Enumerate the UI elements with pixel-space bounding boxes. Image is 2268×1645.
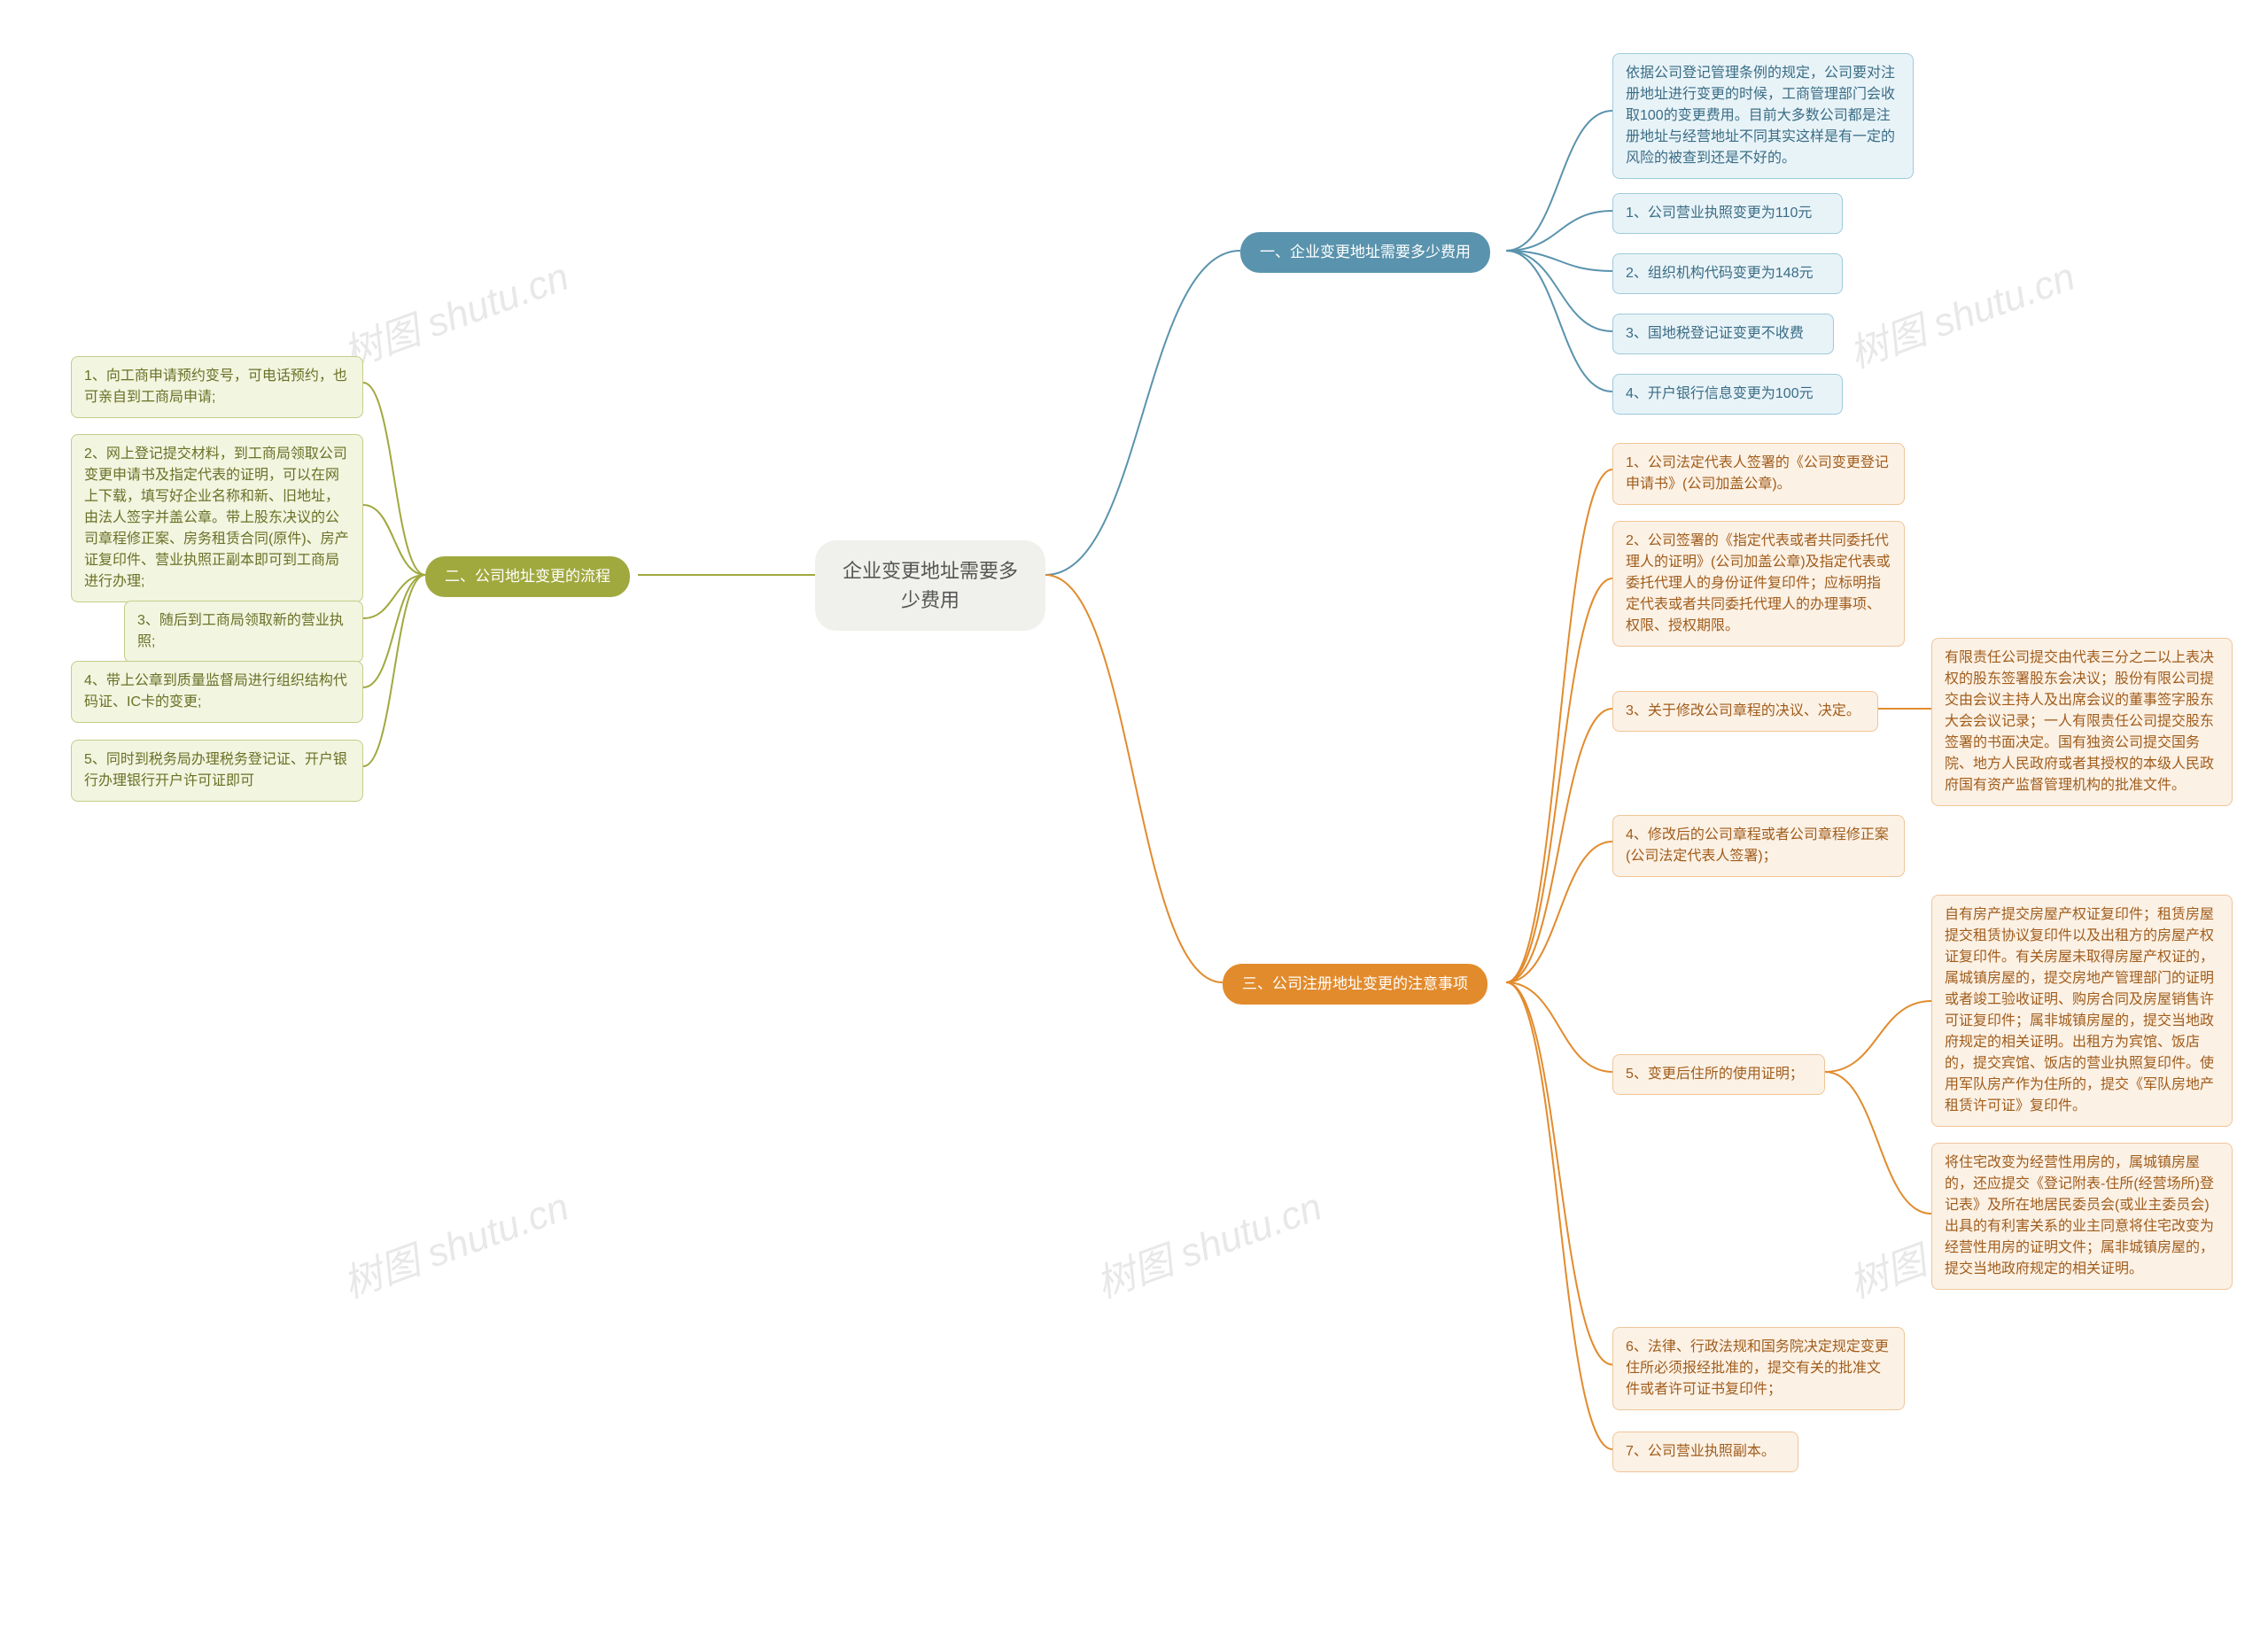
leaf-b3-4-1[interactable]: 将住宅改变为经营性用房的，属城镇房屋的，还应提交《登记附表-住所(经营场所)登记… (1931, 1143, 2233, 1290)
leaf-b1-4[interactable]: 4、开户银行信息变更为100元 (1612, 374, 1843, 415)
leaf-b2-2[interactable]: 3、随后到工商局领取新的营业执照; (124, 601, 363, 663)
leaf-b1-3[interactable]: 3、国地税登记证变更不收费 (1612, 314, 1834, 354)
branch-b1[interactable]: 一、企业变更地址需要多少费用 (1240, 232, 1490, 273)
leaf-b3-3[interactable]: 4、修改后的公司章程或者公司章程修正案(公司法定代表人签署)； (1612, 815, 1905, 877)
mindmap-root[interactable]: 企业变更地址需要多少费用 (815, 540, 1045, 631)
leaf-b2-4[interactable]: 5、同时到税务局办理税务登记证、开户银行办理银行开户许可证即可 (71, 740, 363, 802)
leaf-b3-1[interactable]: 2、公司签署的《指定代表或者共同委托代理人的证明》(公司加盖公章)及指定代表或委… (1612, 521, 1905, 647)
leaf-b2-3[interactable]: 4、带上公章到质量监督局进行组织结构代码证、IC卡的变更; (71, 661, 363, 723)
leaf-b3-0[interactable]: 1、公司法定代表人签署的《公司变更登记申请书》(公司加盖公章)。 (1612, 443, 1905, 505)
leaf-b3-2[interactable]: 3、关于修改公司章程的决议、决定。 (1612, 691, 1878, 732)
leaf-b3-2-0[interactable]: 有限责任公司提交由代表三分之二以上表决权的股东签署股东会决议；股份有限公司提交由… (1931, 638, 2233, 806)
leaf-b2-1[interactable]: 2、网上登记提交材料，到工商局领取公司变更申请书及指定代表的证明，可以在网上下载… (71, 434, 363, 602)
leaf-b2-0[interactable]: 1、向工商申请预约变号，可电话预约，也可亲自到工商局申请; (71, 356, 363, 418)
branch-b3[interactable]: 三、公司注册地址变更的注意事项 (1223, 964, 1487, 1005)
leaf-b3-5[interactable]: 6、法律、行政法规和国务院决定规定变更住所必须报经批准的，提交有关的批准文件或者… (1612, 1327, 1905, 1410)
leaf-b3-4-0[interactable]: 自有房产提交房屋产权证复印件；租赁房屋提交租赁协议复印件以及出租方的房屋产权证复… (1931, 895, 2233, 1127)
leaf-b1-2[interactable]: 2、组织机构代码变更为148元 (1612, 253, 1843, 294)
branch-b2[interactable]: 二、公司地址变更的流程 (425, 556, 630, 597)
leaf-b3-4[interactable]: 5、变更后住所的使用证明； (1612, 1054, 1825, 1095)
leaf-b1-1[interactable]: 1、公司营业执照变更为110元 (1612, 193, 1843, 234)
leaf-b1-0[interactable]: 依据公司登记管理条例的规定，公司要对注册地址进行变更的时候，工商管理部门会收取1… (1612, 53, 1914, 179)
leaf-b3-6[interactable]: 7、公司营业执照副本。 (1612, 1432, 1798, 1472)
